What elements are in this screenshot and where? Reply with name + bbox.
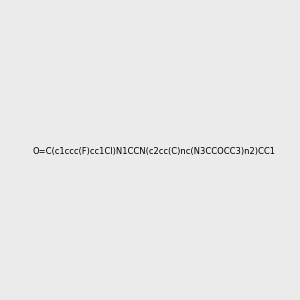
Text: O=C(c1ccc(F)cc1Cl)N1CCN(c2cc(C)nc(N3CCOCC3)n2)CC1: O=C(c1ccc(F)cc1Cl)N1CCN(c2cc(C)nc(N3CCOC…: [32, 147, 275, 156]
